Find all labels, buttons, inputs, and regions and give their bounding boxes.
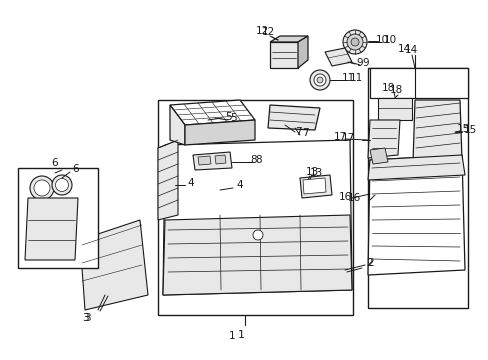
Circle shape: [52, 175, 72, 195]
Text: 3: 3: [81, 313, 88, 323]
Text: 11: 11: [349, 73, 363, 83]
Text: 9: 9: [361, 58, 368, 68]
Polygon shape: [170, 105, 184, 145]
Polygon shape: [269, 36, 307, 42]
Text: 13: 13: [309, 168, 323, 178]
Polygon shape: [369, 148, 387, 164]
Polygon shape: [412, 100, 461, 163]
Text: 10: 10: [375, 35, 388, 45]
Polygon shape: [80, 220, 148, 310]
Polygon shape: [193, 152, 231, 170]
Polygon shape: [297, 36, 307, 68]
Polygon shape: [267, 105, 319, 130]
Text: 4: 4: [236, 180, 243, 190]
Polygon shape: [184, 120, 254, 145]
Polygon shape: [367, 120, 399, 158]
Text: 16: 16: [347, 193, 361, 203]
Polygon shape: [303, 178, 325, 194]
Polygon shape: [158, 140, 178, 220]
Text: 13: 13: [305, 167, 318, 177]
Text: 2: 2: [366, 258, 373, 268]
Polygon shape: [367, 155, 464, 180]
Bar: [367, 68, 467, 308]
Bar: [18, 168, 98, 268]
Polygon shape: [163, 215, 351, 295]
Text: 1: 1: [238, 330, 244, 340]
Text: 10: 10: [383, 35, 396, 45]
Polygon shape: [367, 155, 464, 275]
Text: 15: 15: [463, 125, 476, 135]
Bar: [158, 100, 352, 315]
Polygon shape: [163, 140, 351, 295]
Polygon shape: [25, 198, 78, 260]
Text: 18: 18: [381, 83, 394, 93]
Polygon shape: [269, 42, 297, 68]
Circle shape: [316, 77, 323, 83]
Text: 5: 5: [224, 112, 231, 122]
Text: 12: 12: [262, 27, 275, 37]
Text: 16: 16: [338, 192, 351, 202]
Bar: [369, 68, 467, 98]
Circle shape: [252, 230, 263, 240]
Circle shape: [346, 34, 362, 50]
Circle shape: [313, 74, 325, 86]
Polygon shape: [215, 155, 225, 164]
Circle shape: [34, 180, 50, 196]
Text: 15: 15: [455, 124, 468, 134]
Circle shape: [342, 30, 366, 54]
Text: 5: 5: [229, 113, 236, 123]
Circle shape: [350, 38, 358, 46]
Text: 18: 18: [389, 85, 403, 95]
Text: 11: 11: [341, 73, 354, 83]
Text: 8: 8: [250, 155, 257, 165]
Polygon shape: [325, 48, 351, 66]
Text: 9: 9: [356, 58, 363, 68]
Polygon shape: [377, 98, 411, 120]
Circle shape: [55, 179, 68, 192]
Text: 4: 4: [186, 178, 193, 188]
Text: 3: 3: [84, 313, 90, 323]
Text: 17: 17: [341, 133, 354, 143]
Text: 6: 6: [72, 164, 79, 174]
Text: 12: 12: [255, 26, 268, 36]
Text: 7: 7: [302, 128, 308, 138]
Text: 2: 2: [366, 258, 372, 268]
Text: 14: 14: [404, 45, 417, 55]
Polygon shape: [198, 156, 210, 165]
Polygon shape: [299, 175, 331, 198]
Text: 1: 1: [228, 331, 235, 341]
Text: 7: 7: [294, 127, 301, 137]
Text: 17: 17: [333, 132, 346, 142]
Circle shape: [309, 70, 329, 90]
Circle shape: [30, 176, 54, 200]
Text: 6: 6: [52, 158, 58, 168]
Text: 14: 14: [397, 44, 410, 54]
Text: 8: 8: [254, 155, 261, 165]
Polygon shape: [170, 100, 254, 125]
